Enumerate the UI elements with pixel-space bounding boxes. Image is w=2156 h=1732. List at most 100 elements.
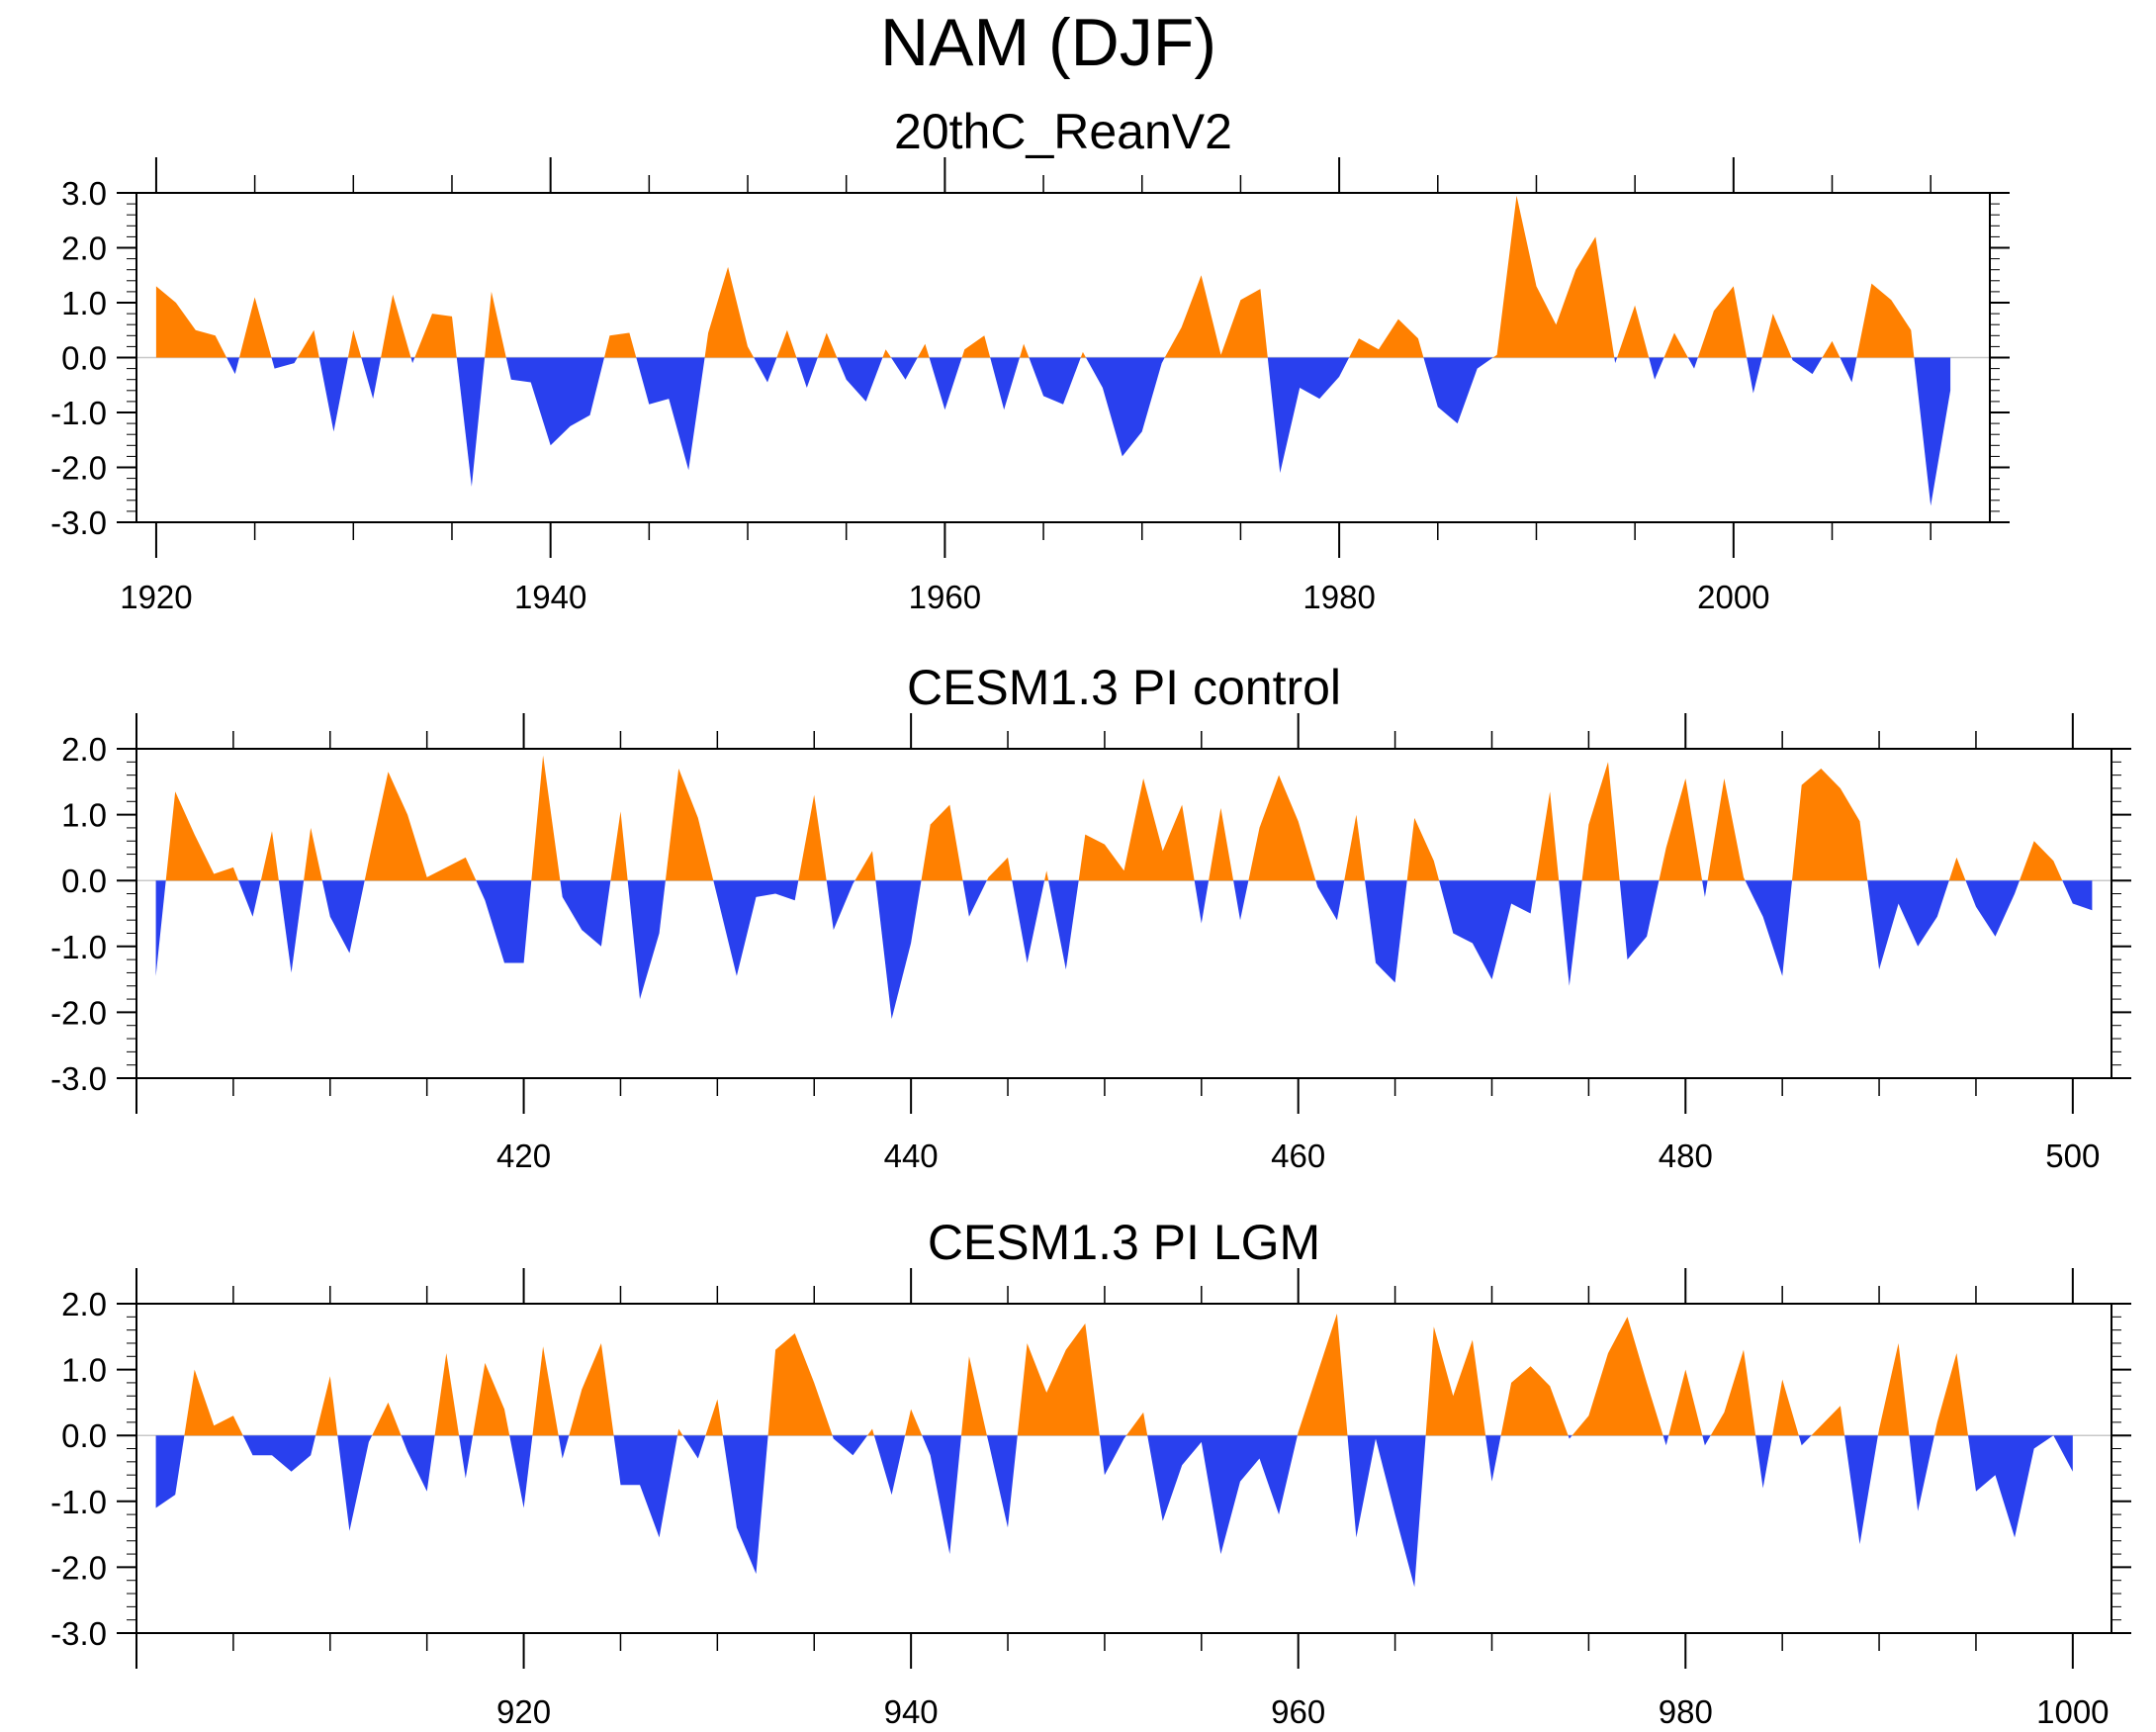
negative-area <box>1365 880 1407 983</box>
negative-area <box>990 357 1020 410</box>
negative-area <box>321 880 365 954</box>
negative-area <box>1619 880 1660 960</box>
positive-area <box>184 1369 243 1436</box>
positive-area <box>1948 857 1966 881</box>
negative-area <box>155 880 166 976</box>
negative-area <box>2053 1435 2073 1472</box>
negative-area <box>1755 1435 1773 1489</box>
negative-area <box>459 1435 474 1479</box>
negative-area <box>361 357 382 400</box>
negative-area <box>456 357 486 487</box>
negative-area <box>875 880 922 1020</box>
negative-area <box>1012 880 1045 963</box>
negative-area <box>613 1435 677 1538</box>
positive-area <box>854 851 876 881</box>
positive-area <box>434 1353 460 1436</box>
negative-area <box>796 357 818 388</box>
negative-area <box>401 1435 435 1492</box>
negative-area <box>1687 357 1698 369</box>
positive-area <box>1761 314 1792 358</box>
negative-area <box>837 357 883 402</box>
positive-area <box>1492 195 1615 358</box>
y-tick-label: -1.0 <box>50 929 107 965</box>
negative-area <box>1099 1435 1126 1476</box>
x-tick-label: 1920 <box>120 579 192 615</box>
negative-area <box>754 357 777 383</box>
positive-area <box>1792 769 1868 881</box>
positive-area <box>704 266 755 358</box>
x-tick-label: 1960 <box>909 579 981 615</box>
y-tick-label: 1.0 <box>61 285 107 321</box>
y-tick-label: -2.0 <box>50 994 107 1031</box>
positive-area <box>1349 319 1424 358</box>
positive-area <box>1856 283 1915 358</box>
positive-area <box>1209 807 1234 881</box>
positive-area <box>304 827 322 881</box>
negative-area <box>1840 357 1857 383</box>
positive-area <box>155 286 227 358</box>
x-tick-label: 1940 <box>514 579 586 615</box>
y-tick-label: -3.0 <box>50 504 107 541</box>
positive-area <box>1581 762 1620 881</box>
positive-area <box>776 329 797 358</box>
positive-area <box>531 755 561 881</box>
y-tick-label: 2.0 <box>61 1286 107 1322</box>
positive-area <box>1659 778 1703 881</box>
negative-area <box>1798 1435 1812 1446</box>
y-tick-label: -3.0 <box>50 1060 107 1097</box>
positive-area <box>569 1343 614 1436</box>
positive-area <box>485 291 506 358</box>
positive-area <box>2020 841 2063 881</box>
negative-area <box>1439 880 1536 980</box>
negative-area <box>558 1435 570 1459</box>
x-tick-label: 420 <box>496 1138 551 1174</box>
negative-area <box>1614 357 1618 364</box>
positive-area <box>1933 1353 1968 1436</box>
y-tick-label: -2.0 <box>50 450 107 487</box>
negative-area <box>1568 1435 1572 1439</box>
positive-area <box>1772 1379 1799 1436</box>
negative-area <box>1965 880 2020 937</box>
negative-area <box>410 357 415 364</box>
negative-area <box>873 1435 906 1496</box>
negative-area <box>832 1435 868 1456</box>
positive-area <box>1020 343 1030 358</box>
negative-area <box>1702 1435 1711 1446</box>
y-tick-label: -3.0 <box>50 1615 107 1652</box>
y-tick-label: -1.0 <box>50 1484 107 1520</box>
x-tick-label: 460 <box>1271 1138 1325 1174</box>
positive-area <box>315 1376 338 1436</box>
positive-area <box>414 314 457 358</box>
positive-area <box>1710 1349 1756 1436</box>
y-tick-label: 2.0 <box>61 731 107 768</box>
positive-area <box>986 857 1013 881</box>
positive-area <box>867 1428 874 1436</box>
positive-area <box>347 329 362 358</box>
negative-area <box>1968 1435 2054 1538</box>
negative-area <box>1559 880 1582 986</box>
positive-area <box>798 794 827 881</box>
positive-area <box>1663 332 1688 358</box>
positive-area <box>165 791 239 881</box>
positive-area <box>239 297 272 358</box>
positive-area <box>532 1346 559 1436</box>
y-tick-label: 0.0 <box>61 863 107 899</box>
positive-area <box>1535 791 1560 881</box>
positive-area <box>665 769 714 881</box>
positive-area <box>297 329 319 358</box>
negative-area <box>962 880 987 917</box>
page-title: NAM (DJF) <box>880 5 1216 80</box>
x-tick-label: 1000 <box>2036 1693 2109 1730</box>
x-tick-label: 440 <box>884 1138 939 1174</box>
y-tick-label: 1.0 <box>61 1352 107 1389</box>
positive-area <box>1044 870 1049 881</box>
positive-area <box>1406 817 1440 881</box>
negative-area <box>560 880 611 947</box>
positive-area <box>1697 286 1748 358</box>
positive-area <box>260 831 279 881</box>
x-tick-label: 1980 <box>1303 579 1375 615</box>
negative-area <box>891 357 918 380</box>
positive-area <box>882 349 891 358</box>
x-tick-label: 480 <box>1659 1138 1713 1174</box>
